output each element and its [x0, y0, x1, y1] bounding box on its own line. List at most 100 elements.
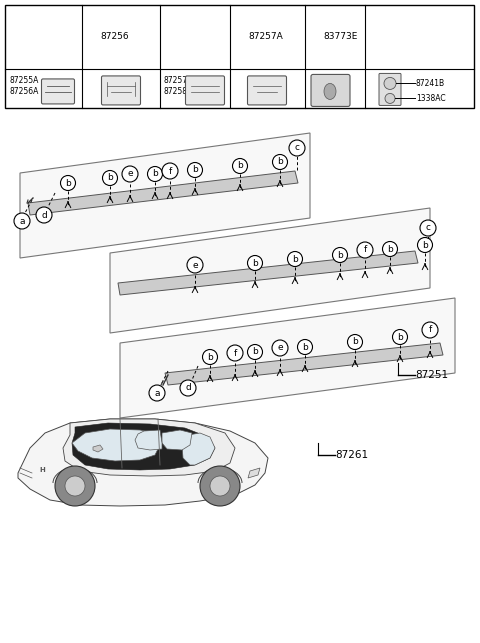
Text: b: b: [152, 170, 158, 179]
Circle shape: [289, 140, 305, 156]
FancyBboxPatch shape: [379, 73, 401, 105]
Circle shape: [307, 30, 321, 44]
Text: b: b: [337, 251, 343, 260]
Circle shape: [187, 257, 203, 273]
Circle shape: [420, 220, 436, 236]
Circle shape: [180, 380, 196, 396]
Circle shape: [60, 176, 75, 190]
Text: 1338AC: 1338AC: [416, 94, 445, 103]
Circle shape: [393, 329, 408, 345]
Circle shape: [418, 237, 432, 253]
Text: d: d: [41, 210, 47, 219]
Text: e: e: [277, 343, 283, 352]
Text: f: f: [233, 349, 237, 358]
Polygon shape: [120, 298, 455, 418]
Text: 87256A: 87256A: [9, 87, 38, 96]
Circle shape: [232, 159, 248, 174]
FancyBboxPatch shape: [311, 75, 350, 107]
Text: f: f: [168, 167, 172, 176]
FancyBboxPatch shape: [101, 76, 141, 105]
Circle shape: [227, 345, 243, 361]
Text: 87257: 87257: [164, 76, 188, 85]
Text: c: c: [167, 32, 171, 41]
FancyBboxPatch shape: [41, 79, 74, 104]
Text: d: d: [185, 383, 191, 392]
Polygon shape: [63, 419, 235, 476]
Text: 87258: 87258: [164, 87, 188, 96]
Circle shape: [288, 251, 302, 266]
Text: a: a: [11, 32, 17, 41]
Circle shape: [103, 170, 118, 185]
Circle shape: [14, 213, 30, 229]
Circle shape: [367, 30, 381, 44]
Circle shape: [272, 340, 288, 356]
Circle shape: [147, 167, 163, 181]
Circle shape: [55, 466, 95, 506]
Circle shape: [333, 248, 348, 262]
Text: a: a: [154, 388, 160, 397]
Text: 87255A: 87255A: [9, 76, 38, 85]
Polygon shape: [118, 251, 418, 295]
Polygon shape: [72, 423, 215, 470]
Text: e: e: [311, 32, 317, 41]
Circle shape: [383, 242, 397, 257]
Text: 87261: 87261: [335, 450, 368, 460]
Text: b: b: [207, 352, 213, 361]
Circle shape: [385, 93, 395, 104]
Text: b: b: [292, 255, 298, 264]
Text: c: c: [295, 143, 300, 152]
Circle shape: [273, 154, 288, 170]
Polygon shape: [182, 433, 215, 465]
Circle shape: [162, 30, 176, 44]
Text: b: b: [352, 338, 358, 347]
Circle shape: [200, 466, 240, 506]
Text: d: d: [236, 32, 242, 41]
Polygon shape: [165, 343, 443, 385]
Circle shape: [298, 340, 312, 354]
Text: b: b: [192, 165, 198, 174]
Polygon shape: [110, 208, 430, 333]
Circle shape: [149, 385, 165, 401]
Text: b: b: [252, 258, 258, 267]
Polygon shape: [28, 171, 298, 215]
Circle shape: [84, 30, 98, 44]
Text: f: f: [428, 325, 432, 334]
Text: f: f: [363, 246, 367, 255]
Circle shape: [422, 322, 438, 338]
Circle shape: [248, 345, 263, 359]
Polygon shape: [162, 430, 192, 450]
Circle shape: [122, 166, 138, 182]
FancyBboxPatch shape: [248, 76, 287, 105]
Circle shape: [7, 30, 21, 44]
Circle shape: [348, 334, 362, 350]
Polygon shape: [135, 430, 162, 450]
Circle shape: [248, 255, 263, 271]
Text: 87241B: 87241B: [416, 79, 445, 88]
Ellipse shape: [324, 84, 336, 100]
Text: b: b: [107, 174, 113, 183]
Text: e: e: [127, 170, 133, 179]
Circle shape: [188, 163, 203, 177]
Text: b: b: [302, 343, 308, 352]
Circle shape: [210, 476, 230, 496]
Polygon shape: [93, 445, 103, 452]
Text: 87251: 87251: [415, 370, 448, 380]
Circle shape: [162, 163, 178, 179]
Text: f: f: [372, 32, 376, 41]
Text: 83773E: 83773E: [323, 32, 358, 41]
Text: 87256: 87256: [100, 32, 129, 41]
FancyBboxPatch shape: [185, 76, 225, 105]
Text: b: b: [65, 179, 71, 188]
Circle shape: [65, 476, 85, 496]
Polygon shape: [20, 133, 310, 258]
Text: a: a: [19, 217, 25, 226]
Text: b: b: [422, 240, 428, 249]
Text: b: b: [397, 332, 403, 341]
Text: b: b: [277, 158, 283, 167]
Polygon shape: [18, 419, 268, 506]
Text: b: b: [387, 244, 393, 253]
Circle shape: [232, 30, 246, 44]
Text: 87257A: 87257A: [248, 32, 283, 41]
Text: b: b: [88, 32, 94, 41]
Text: H: H: [39, 467, 45, 473]
